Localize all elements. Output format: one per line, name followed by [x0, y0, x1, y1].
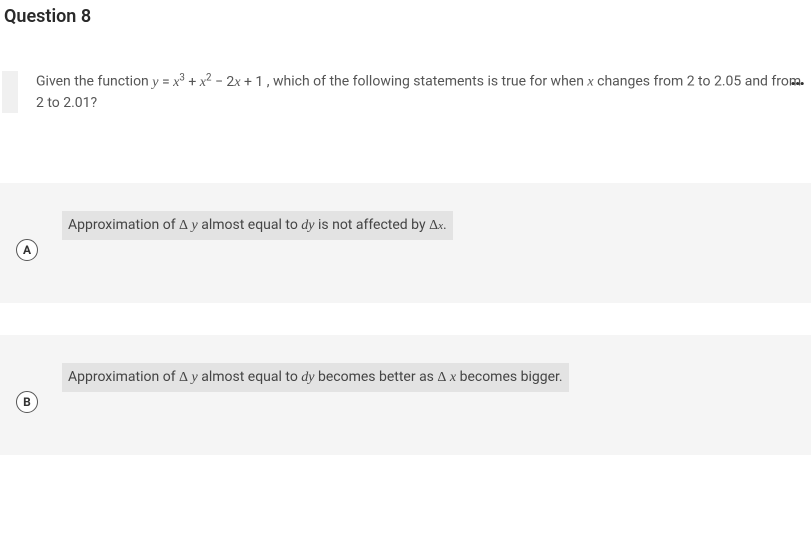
- q-prefix: Given the function: [36, 74, 152, 90]
- option-b[interactable]: Approximation of Δ y almost equal to dy …: [0, 335, 811, 455]
- options-container: Approximation of Δ y almost equal to dy …: [0, 183, 811, 455]
- q-formula: y = x3 + x2 − 2x + 1: [152, 74, 263, 90]
- question-text: Given the function y = x3 + x2 − 2x + 1 …: [18, 71, 809, 113]
- question-gutter: [2, 71, 18, 113]
- question-body: Given the function y = x3 + x2 − 2x + 1 …: [0, 71, 811, 113]
- option-a[interactable]: Approximation of Δ y almost equal to dy …: [0, 183, 811, 303]
- option-a-text: Approximation of Δ y almost equal to dy …: [62, 211, 453, 240]
- q-mid: , which of the following statements is t…: [267, 74, 588, 90]
- question-title: Question 8: [0, 0, 811, 27]
- more-icon[interactable]: …: [790, 71, 807, 85]
- option-b-text: Approximation of Δ y almost equal to dy …: [62, 363, 569, 392]
- option-a-letter: A: [16, 239, 38, 261]
- q-var: x: [587, 75, 593, 90]
- option-b-letter: B: [16, 391, 38, 413]
